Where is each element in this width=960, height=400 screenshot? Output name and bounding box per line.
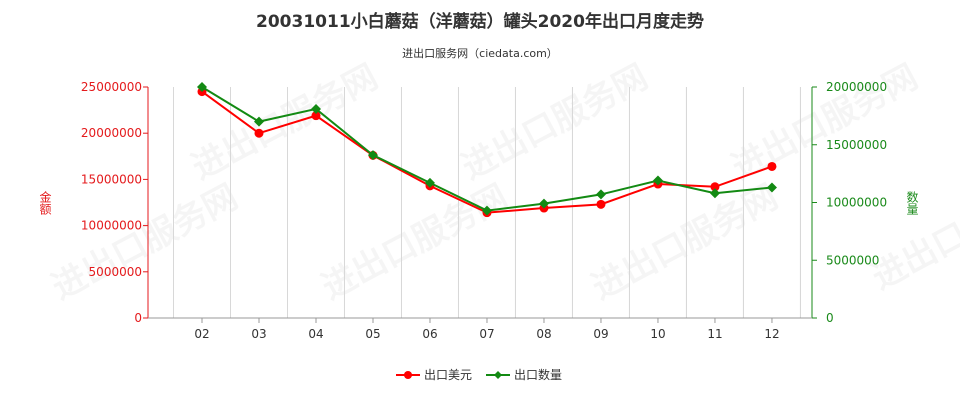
left-tick-label: 15000000: [81, 172, 142, 186]
legend-marker-1: [404, 371, 412, 379]
x-tick-label: 07: [479, 327, 494, 341]
series-2-point: [253, 116, 264, 127]
left-tick-label: 25000000: [81, 80, 142, 94]
x-tick-label: 09: [593, 327, 608, 341]
watermark-text-1: 进出口服务网: [315, 177, 514, 308]
right-axis-title: 数量: [905, 190, 919, 215]
watermark-text-3: 进出口服务网: [185, 57, 384, 188]
series-2-point: [709, 188, 720, 199]
x-tick-label: 10: [650, 327, 665, 341]
series-1-point: [767, 161, 777, 171]
x-tick-label: 08: [536, 327, 551, 341]
right-tick-label: 10000000: [826, 196, 887, 210]
legend-label-2: 出口数量: [514, 367, 562, 382]
left-tick-label: 0: [134, 311, 142, 325]
watermark-text-2: 进出口服务网: [585, 177, 784, 308]
series-1-point: [596, 199, 606, 209]
left-tick-label: 10000000: [81, 219, 142, 233]
right-tick-label: 20000000: [826, 80, 887, 94]
x-tick-label: 04: [308, 327, 323, 341]
legend-label-1: 出口美元: [424, 368, 472, 382]
series-2-point: [481, 205, 492, 216]
chart-subtitle: 进出口服务网（ciedata.com）: [402, 46, 558, 60]
right-tick-label: 0: [826, 311, 834, 325]
series-2-point: [652, 175, 663, 186]
series-1-point: [710, 182, 720, 192]
right-axis-ticks: 0 5000000 10000000 15000000 20000000: [812, 80, 887, 325]
series-layer: [197, 82, 777, 218]
x-axis-ticks: 02 03 04 05 06 07 08 09 10 11 12: [194, 318, 780, 341]
left-axis-title: 金额: [38, 190, 52, 216]
x-tick-label: 11: [707, 327, 722, 341]
watermark-text-5: 进出口服务网: [725, 57, 924, 188]
left-tick-label: 20000000: [81, 126, 142, 140]
left-tick-label: 5000000: [89, 265, 142, 279]
series-2-point: [538, 198, 549, 209]
right-tick-label: 5000000: [826, 253, 879, 267]
series-1-point: [254, 128, 264, 138]
x-tick-label: 06: [422, 327, 437, 341]
x-tick-label: 02: [194, 327, 209, 341]
watermark-text-0: 进出口服务网: [45, 177, 244, 308]
series-2-point: [766, 182, 777, 193]
x-tick-label: 03: [251, 327, 266, 341]
x-tick-label: 05: [365, 327, 380, 341]
watermark-text-6: 进出口服务网: [865, 167, 960, 298]
series-2-point: [310, 103, 321, 114]
series-2-point: [595, 189, 606, 200]
x-tick-label: 12: [764, 327, 779, 341]
series-2-point: [367, 150, 378, 161]
series-2-point: [424, 177, 435, 188]
right-tick-label: 15000000: [826, 138, 887, 152]
left-axis-ticks: 0 5000000 10000000 15000000 20000000 25000000: [81, 80, 148, 325]
watermark-layer: 进出口服务网进出口服务网进出口服务网进出口服务网进出口服务网进出口服务网进出口服…: [45, 57, 960, 308]
legend-marker-2: [494, 371, 502, 379]
series-2-point: [197, 82, 207, 92]
series-1-point: [311, 111, 321, 121]
chart-title: 20031011小白蘑菇（洋蘑菇）罐头2020年出口月度走势: [256, 11, 704, 32]
watermark-text-4: 进出口服务网: [455, 57, 654, 188]
legend: 出口美元 出口数量: [396, 367, 562, 382]
